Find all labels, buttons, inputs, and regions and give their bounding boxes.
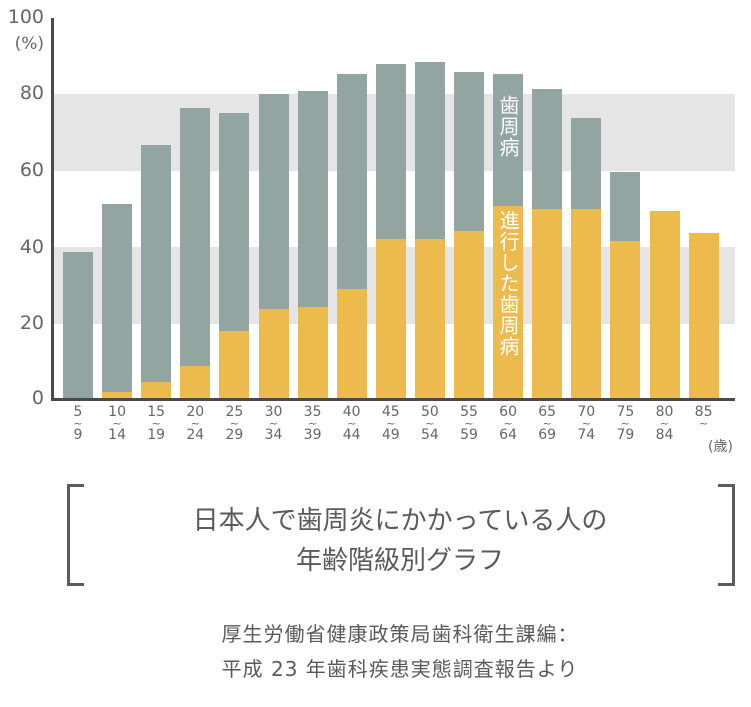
x-tick-label: 80 ~84	[655, 404, 674, 443]
x-unit: (歳)	[708, 439, 733, 455]
x-tick-label: 20 ~24	[186, 404, 205, 443]
x-tick-label: 10 ~14	[108, 404, 126, 443]
x-tick-label: 25 ~29	[225, 404, 244, 443]
y-tick-80: 80	[19, 82, 44, 104]
x-tick-label: 30 ~34	[264, 404, 283, 443]
bar-segment-advanced	[571, 209, 602, 398]
x-axis-line	[51, 398, 735, 401]
x-tick-label: 65 ~69	[538, 404, 557, 443]
x-tick-label: 85 ~	[694, 404, 713, 430]
bar-segment-advanced	[258, 309, 289, 398]
bar-segment-advanced	[414, 239, 445, 398]
x-tick-label: 55 ~59	[460, 404, 478, 443]
bar-segment-advanced	[493, 206, 524, 398]
x-tick-label: 50 ~54	[420, 404, 439, 443]
bar-segment-advanced	[610, 241, 641, 398]
bar-segment-advanced	[375, 239, 406, 398]
bar-segment-advanced	[454, 231, 484, 398]
bar-segment-advanced	[532, 209, 563, 398]
source-line1: 厚生労働省健康政策局歯科衛生課編：	[221, 622, 579, 646]
bar-segment-advanced	[649, 211, 680, 398]
x-tick-label: 60 ~64	[499, 404, 517, 443]
bracket-right	[718, 484, 735, 586]
bracket-left	[67, 484, 84, 586]
bar-segment-advanced	[102, 391, 133, 398]
bar-segment-periodontal	[141, 144, 172, 398]
bar-chart: 100 (%) 80 60 40 20 0 5 ~9 10 ~14 15 ~19 20 ~24…	[7, 6, 735, 455]
y-tick-40: 40	[19, 236, 44, 258]
source-line2: 平成 23 年歯科疾患実態調査報告より	[221, 657, 579, 681]
label-periodontal: 歯周病	[496, 95, 520, 158]
bar-segment-periodontal	[102, 204, 133, 398]
x-tick-label: 15 ~19	[147, 404, 166, 443]
y-unit: (%)	[14, 34, 44, 54]
x-tick-label: 70 ~74	[577, 404, 596, 443]
x-tick-label: 75 ~79	[616, 404, 635, 443]
y-axis-line	[51, 18, 54, 401]
label-advanced-periodontal: 進行した歯周病	[496, 210, 520, 357]
x-tick-label: 45 ~49	[381, 404, 400, 443]
y-tick-100: 100	[7, 6, 44, 28]
bar-segment-advanced	[180, 366, 211, 398]
x-tick-label: 40 ~44	[342, 404, 361, 443]
y-tick-0: 0	[31, 387, 44, 409]
x-tick-label: 5 ~9	[73, 404, 83, 443]
x-tick-label: 35 ~39	[303, 404, 322, 443]
chart-title-line2: 年齢階級別グラフ	[295, 546, 504, 576]
bar-segment-periodontal	[63, 252, 93, 398]
bar-segment-advanced	[297, 306, 328, 398]
bar-segment-advanced	[219, 331, 250, 398]
y-tick-20: 20	[19, 312, 44, 334]
chart-title-line1: 日本人で歯周炎にかかっている人の	[192, 506, 608, 536]
bar-segment-advanced	[336, 288, 367, 398]
y-tick-60: 60	[19, 159, 44, 181]
bar-segment-advanced	[141, 382, 172, 398]
bar-segment-advanced	[688, 233, 719, 398]
bar-segment-periodontal	[180, 108, 211, 398]
